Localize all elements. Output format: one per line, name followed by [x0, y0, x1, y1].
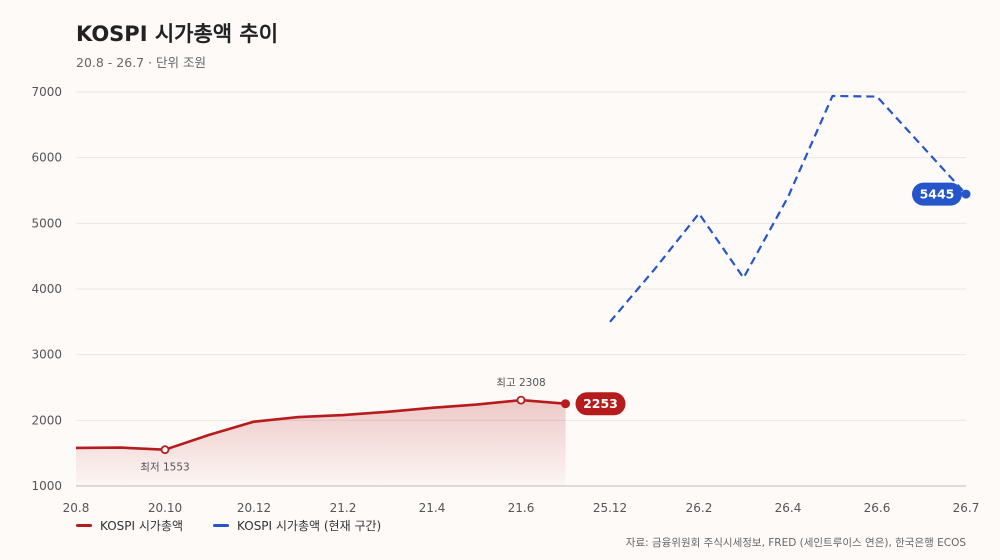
x-tick-label: 26.2: [686, 501, 713, 515]
legend-item-kospi: KOSPI 시가총액: [76, 517, 183, 534]
end-dot-kospi: [561, 399, 570, 409]
legend: KOSPI 시가총액 KOSPI 시가총액 (현재 구간): [76, 517, 381, 534]
x-tick-label: 25.12: [593, 501, 627, 515]
y-tick-label: 1000: [31, 479, 62, 493]
x-tick-label: 21.2: [330, 501, 357, 515]
series-line-kospi: [75, 398, 566, 451]
y-tick-label: 3000: [31, 348, 62, 362]
y-tick-label: 5000: [31, 216, 62, 230]
min-annotation: 최저 1553: [140, 462, 189, 474]
x-tick-label: 21.4: [419, 501, 446, 515]
end-badge-kospi: [575, 392, 626, 416]
end-label-kospi: 2253: [583, 396, 618, 411]
y-tick-label: 2000: [31, 413, 62, 427]
legend-item-kospi-current: KOSPI 시가총액 (현재 구간): [213, 517, 381, 534]
chart-subtitle: 20.8 - 26.7 · 단위 조원: [76, 55, 207, 70]
end-label-kospi-current: 5445: [920, 187, 955, 202]
series-area-kospi: [76, 400, 566, 486]
y-tick-label: 6000: [31, 151, 62, 165]
min-marker: [160, 445, 170, 455]
x-tick-label: 20.12: [237, 501, 271, 515]
max-annotation: 최고 2308: [496, 377, 545, 389]
x-tick-label: 20.10: [148, 501, 182, 515]
legend-swatch-blue: [213, 524, 230, 527]
max-marker: [516, 395, 526, 405]
chart-title: KOSPI 시가총액 추이: [76, 22, 279, 46]
y-axis: 1000 2000 3000 4000 5000 6000 7000: [31, 85, 62, 493]
series-line-kospi-current: [609, 94, 967, 323]
y-tick-label: 7000: [31, 85, 62, 99]
x-tick-label: 26.6: [864, 501, 891, 515]
end-dot-kospi-current: [961, 189, 971, 199]
legend-label-kospi-current: KOSPI 시가총액 (현재 구간): [237, 519, 382, 533]
end-badge-kospi-current: [912, 182, 962, 206]
x-tick-label: 26.7: [953, 501, 980, 515]
x-axis: 20.8 20.10 20.12 21.2 21.4 21.6 25.12 26.2 26.4 2…: [63, 501, 980, 515]
label-layer: 최고 2308 최저 1553 2253 5445: [140, 182, 971, 474]
legend-swatch-red: [76, 524, 92, 527]
x-tick-label: 26.4: [775, 501, 802, 515]
source-note: 자료: 금융위원회 주식시세정보, FRED (세인트루이스 연은), 한국은행…: [625, 537, 966, 549]
y-tick-label: 4000: [31, 282, 62, 296]
series-layer: [75, 94, 967, 486]
x-tick-label: 21.6: [508, 501, 535, 515]
legend-label-kospi: KOSPI 시가총액: [100, 519, 184, 533]
x-tick-label: 20.8: [63, 501, 90, 515]
